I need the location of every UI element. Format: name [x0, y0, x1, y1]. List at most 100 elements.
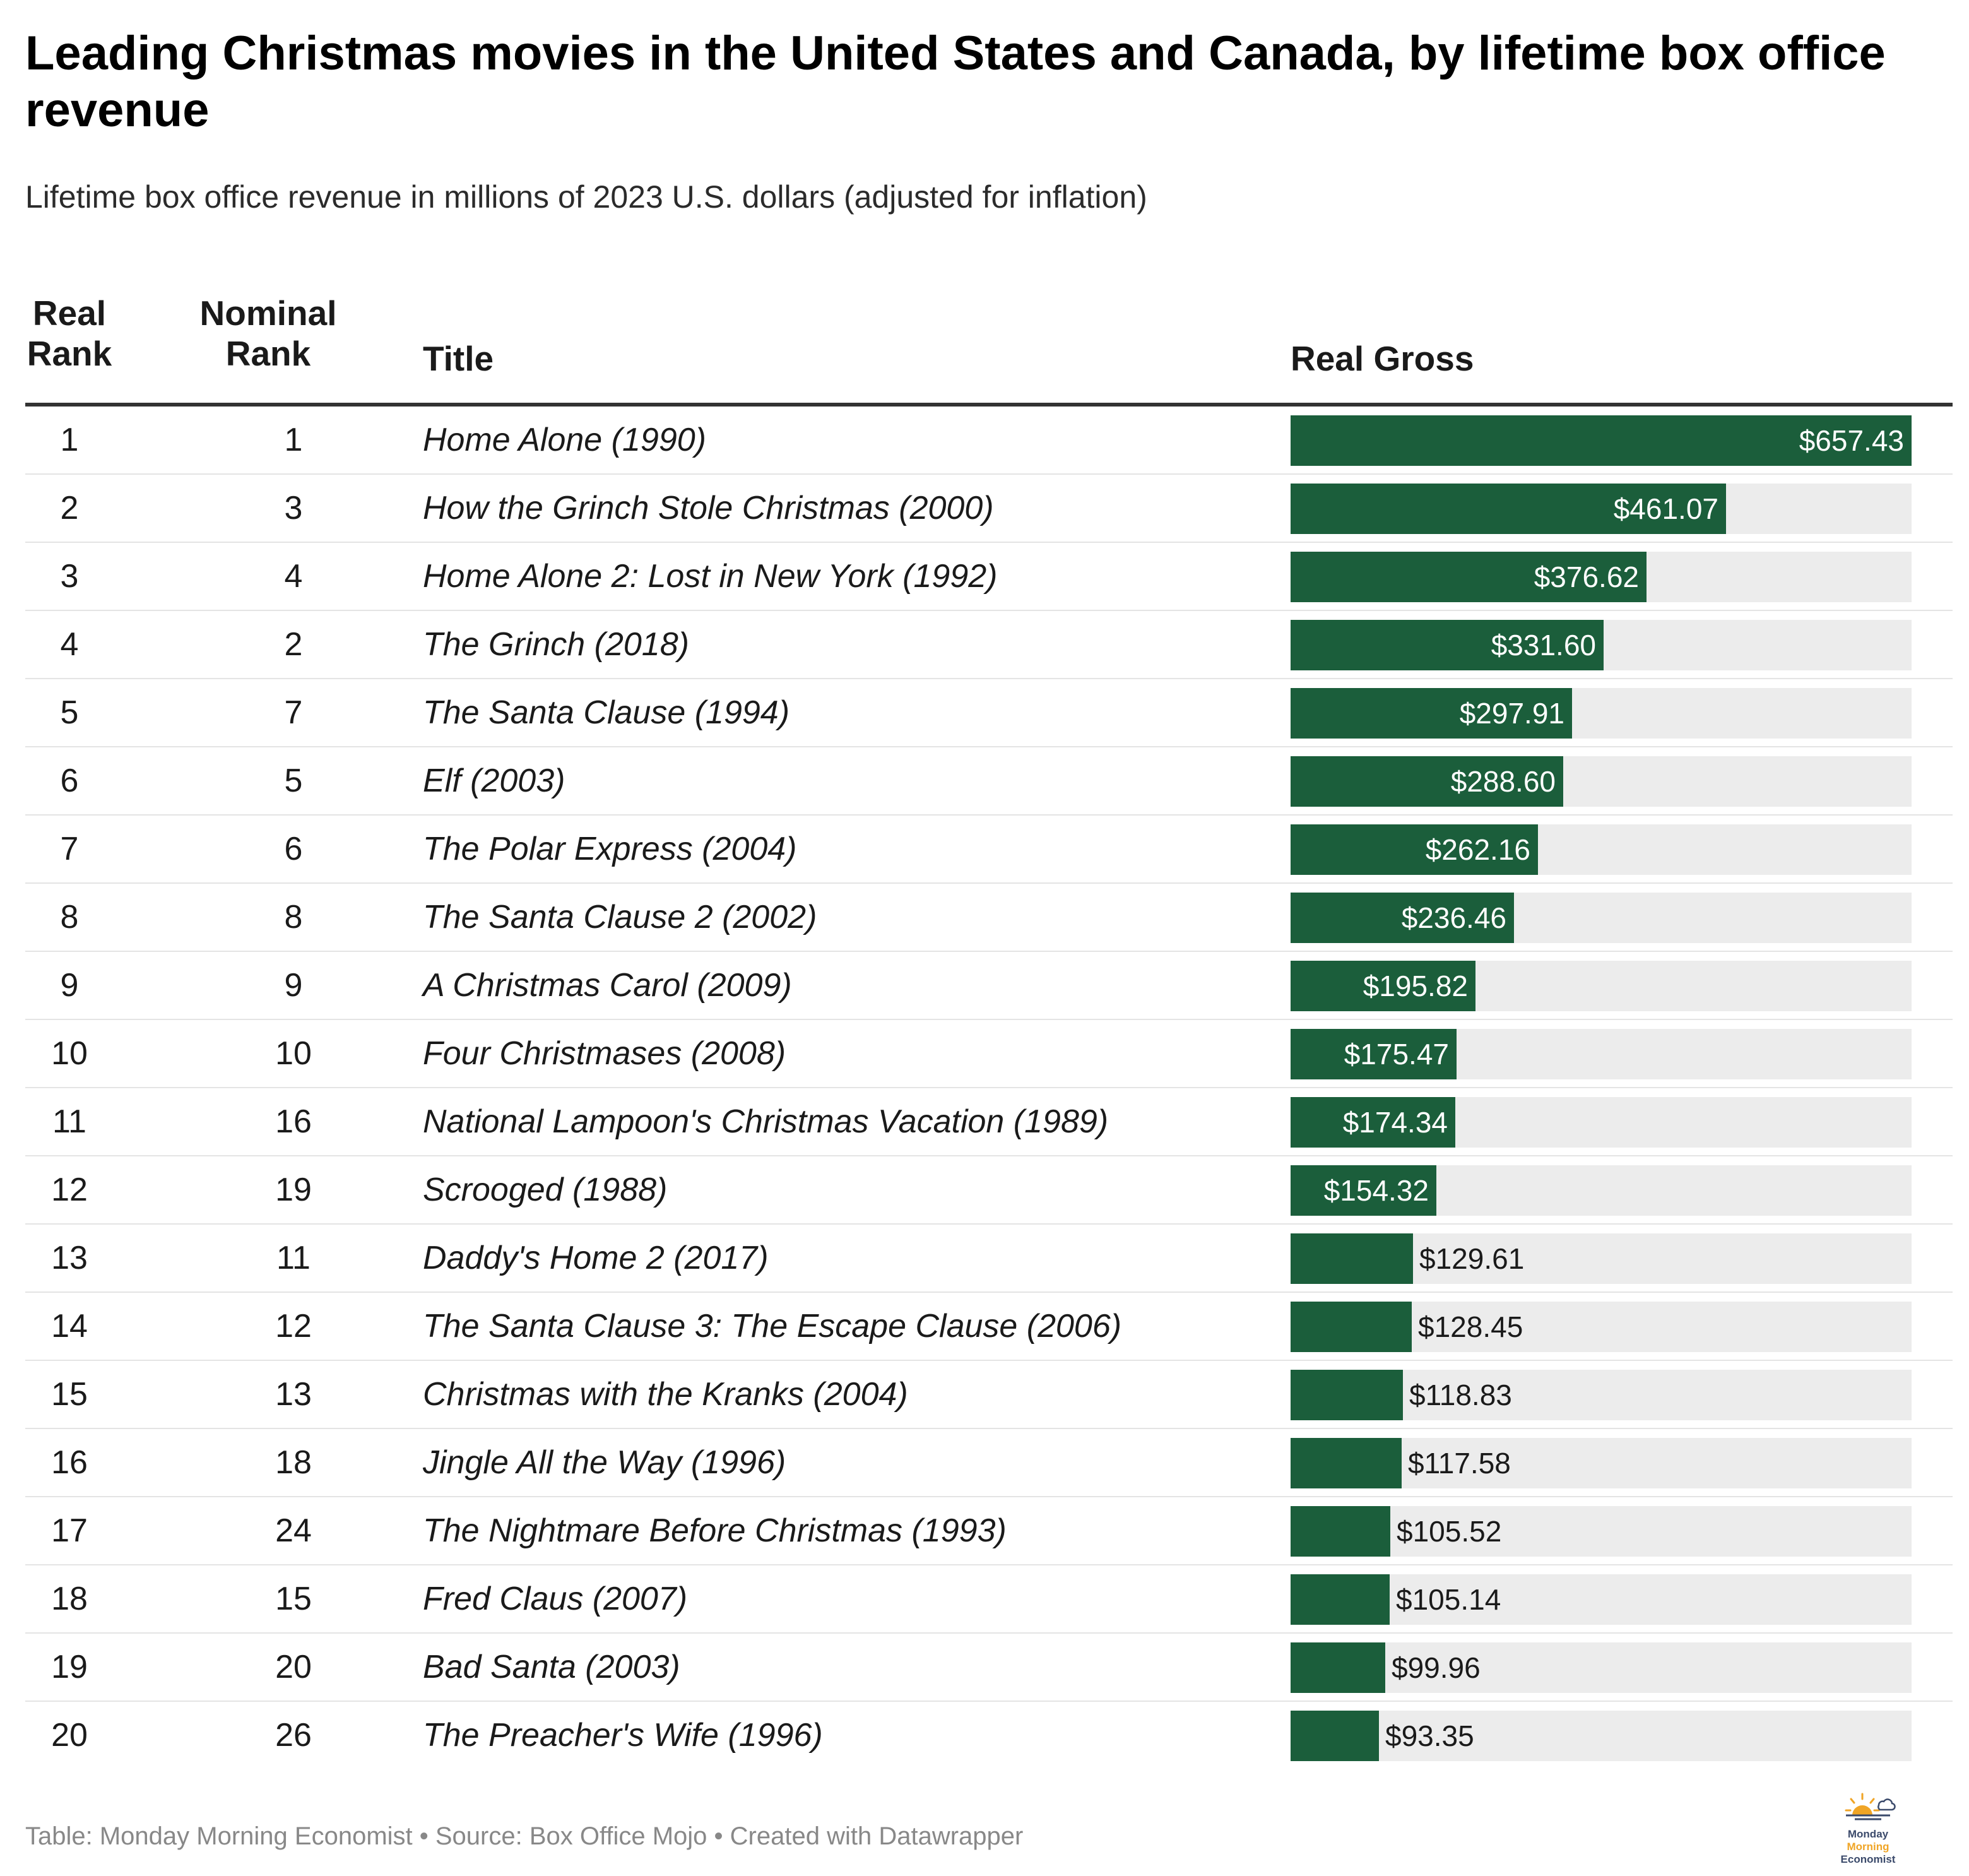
- bar-track: $93.35: [1291, 1711, 1912, 1761]
- nominal-rank-cell: 20: [275, 1649, 312, 1685]
- table-row[interactable]: 6 5 Elf (2003) $288.60: [25, 747, 1953, 816]
- table-row[interactable]: 11 16 National Lampoon's Christmas Vacatio…: [25, 1088, 1953, 1156]
- chart-subtitle: Lifetime box office revenue in millions …: [25, 179, 1147, 215]
- real-rank-cell: 3: [60, 558, 79, 595]
- nominal-rank-cell: 9: [284, 967, 303, 1004]
- real-rank-cell: 18: [51, 1581, 88, 1617]
- real-rank-cell: 13: [51, 1240, 88, 1276]
- bar-value-label: $262.16: [1425, 833, 1530, 866]
- real-rank-cell: 20: [51, 1717, 88, 1754]
- bar-value-label: $331.60: [1491, 629, 1596, 662]
- bar-value-label: $105.14: [1396, 1583, 1501, 1616]
- table-body: 1 1 Home Alone (1990) $657.43 2 3 How the Grin…: [25, 407, 1953, 1769]
- table-row[interactable]: 5 7 The Santa Clause (1994) $297.91: [25, 679, 1953, 747]
- table-row[interactable]: 7 6 The Polar Express (2004) $262.16: [25, 816, 1953, 884]
- header-nominal-rank-line2: Rank: [225, 334, 311, 373]
- bar-fill: [1291, 1302, 1412, 1352]
- bar-fill: [1291, 824, 1538, 875]
- bar-track: $117.58: [1291, 1438, 1912, 1488]
- bar-fill: [1291, 1711, 1379, 1761]
- header-real-rank-line1: Real: [32, 294, 107, 333]
- movie-title-cell: The Nightmare Before Christmas (1993): [423, 1512, 1007, 1549]
- bar-track: $105.52: [1291, 1506, 1912, 1557]
- table-row[interactable]: 12 19 Scrooged (1988) $154.32: [25, 1156, 1953, 1225]
- real-rank-cell: 19: [51, 1649, 88, 1685]
- table-row[interactable]: 18 15 Fred Claus (2007) $105.14: [25, 1565, 1953, 1634]
- bar-fill: [1291, 1506, 1390, 1557]
- movie-title-cell: The Preacher's Wife (1996): [423, 1717, 823, 1754]
- movie-title-cell: The Polar Express (2004): [423, 831, 797, 867]
- bar-value-label: $93.35: [1385, 1719, 1474, 1752]
- table-row[interactable]: 13 11 Daddy's Home 2 (2017) $129.61: [25, 1225, 1953, 1293]
- table-row[interactable]: 4 2 The Grinch (2018) $331.60: [25, 611, 1953, 679]
- table-row[interactable]: 2 3 How the Grinch Stole Christmas (2000) $…: [25, 475, 1953, 543]
- nominal-rank-cell: 8: [284, 899, 303, 935]
- table-row[interactable]: 1 1 Home Alone (1990) $657.43: [25, 407, 1953, 475]
- bar-value-label: $129.61: [1419, 1242, 1525, 1275]
- bar-fill: [1291, 1438, 1402, 1488]
- real-rank-cell: 10: [51, 1035, 88, 1072]
- real-rank-cell: 8: [60, 899, 79, 935]
- real-rank-cell: 2: [60, 490, 79, 526]
- bar-value-label: $461.07: [1613, 492, 1718, 525]
- table-row[interactable]: 9 9 A Christmas Carol (2009) $195.82: [25, 952, 1953, 1020]
- movie-title-cell: Fred Claus (2007): [423, 1581, 688, 1617]
- table-row[interactable]: 17 24 The Nightmare Before Christmas (1993…: [25, 1497, 1953, 1565]
- bar-track: $105.14: [1291, 1574, 1912, 1625]
- header-real-rank[interactable]: Real Rank: [25, 293, 114, 374]
- header-nominal-rank-line1: Nominal: [199, 294, 337, 333]
- movie-title-cell: Elf (2003): [423, 763, 565, 799]
- movie-title-cell: Daddy's Home 2 (2017): [423, 1240, 769, 1276]
- sunrise-cloud-icon: [1845, 1793, 1896, 1820]
- movie-title-cell: The Santa Clause 2 (2002): [423, 899, 817, 935]
- header-nominal-rank[interactable]: Nominal Rank: [170, 293, 366, 374]
- bar-value-label: $376.62: [1534, 561, 1639, 593]
- bar-track: $175.47: [1291, 1029, 1912, 1079]
- bar-fill: [1291, 1029, 1457, 1079]
- nominal-rank-cell: 4: [284, 558, 303, 595]
- nominal-rank-cell: 5: [284, 763, 303, 799]
- header-title[interactable]: Title: [423, 339, 494, 378]
- bar-track: $236.46: [1291, 893, 1912, 943]
- table-row[interactable]: 14 12 The Santa Clause 3: The Escape Claus…: [25, 1293, 1953, 1361]
- real-rank-cell: 6: [60, 763, 79, 799]
- bar-value-label: $99.96: [1392, 1651, 1481, 1684]
- table-row[interactable]: 20 26 The Preacher's Wife (1996) $93.35: [25, 1702, 1953, 1769]
- nominal-rank-cell: 3: [284, 490, 303, 526]
- table-row[interactable]: 10 10 Four Christmases (2008) $175.47: [25, 1020, 1953, 1088]
- logo-text-line3: Economist: [1840, 1853, 1896, 1865]
- bar-value-label: $175.47: [1344, 1038, 1449, 1071]
- bar-value-label: $236.46: [1401, 901, 1506, 934]
- logo-text-line2: Morning: [1847, 1841, 1889, 1853]
- bar-value-label: $154.32: [1323, 1174, 1429, 1207]
- bar-track: $331.60: [1291, 620, 1912, 670]
- bar-track: $288.60: [1291, 756, 1912, 807]
- nominal-rank-cell: 16: [275, 1103, 312, 1140]
- table-row[interactable]: 3 4 Home Alone 2: Lost in New York (1992) $…: [25, 543, 1953, 611]
- nominal-rank-cell: 15: [275, 1581, 312, 1617]
- real-rank-cell: 11: [52, 1103, 86, 1140]
- bar-fill: [1291, 1370, 1403, 1420]
- nominal-rank-cell: 6: [284, 831, 303, 867]
- bar-track: $128.45: [1291, 1302, 1912, 1352]
- nominal-rank-cell: 11: [276, 1240, 310, 1276]
- table-row[interactable]: 15 13 Christmas with the Kranks (2004) $118…: [25, 1361, 1953, 1429]
- bar-track: $262.16: [1291, 824, 1912, 875]
- bar-track: $195.82: [1291, 961, 1912, 1011]
- real-rank-cell: 7: [60, 831, 79, 867]
- bar-track: $129.61: [1291, 1233, 1912, 1284]
- real-rank-cell: 5: [60, 694, 79, 731]
- bar-value-label: $117.58: [1408, 1447, 1511, 1480]
- table-row[interactable]: 19 20 Bad Santa (2003) $99.96: [25, 1634, 1953, 1702]
- bar-fill: [1291, 620, 1604, 670]
- nominal-rank-cell: 19: [275, 1172, 312, 1208]
- real-rank-cell: 1: [60, 422, 79, 458]
- bar-track: $657.43: [1291, 415, 1912, 466]
- header-real-gross[interactable]: Real Gross: [1291, 339, 1474, 378]
- movie-title-cell: Christmas with the Kranks (2004): [423, 1376, 908, 1413]
- nominal-rank-cell: 13: [275, 1376, 312, 1413]
- table-row[interactable]: 8 8 The Santa Clause 2 (2002) $236.46: [25, 884, 1953, 952]
- nominal-rank-cell: 10: [275, 1035, 312, 1072]
- header-rule: [25, 403, 1953, 407]
- table-row[interactable]: 16 18 Jingle All the Way (1996) $117.58: [25, 1429, 1953, 1497]
